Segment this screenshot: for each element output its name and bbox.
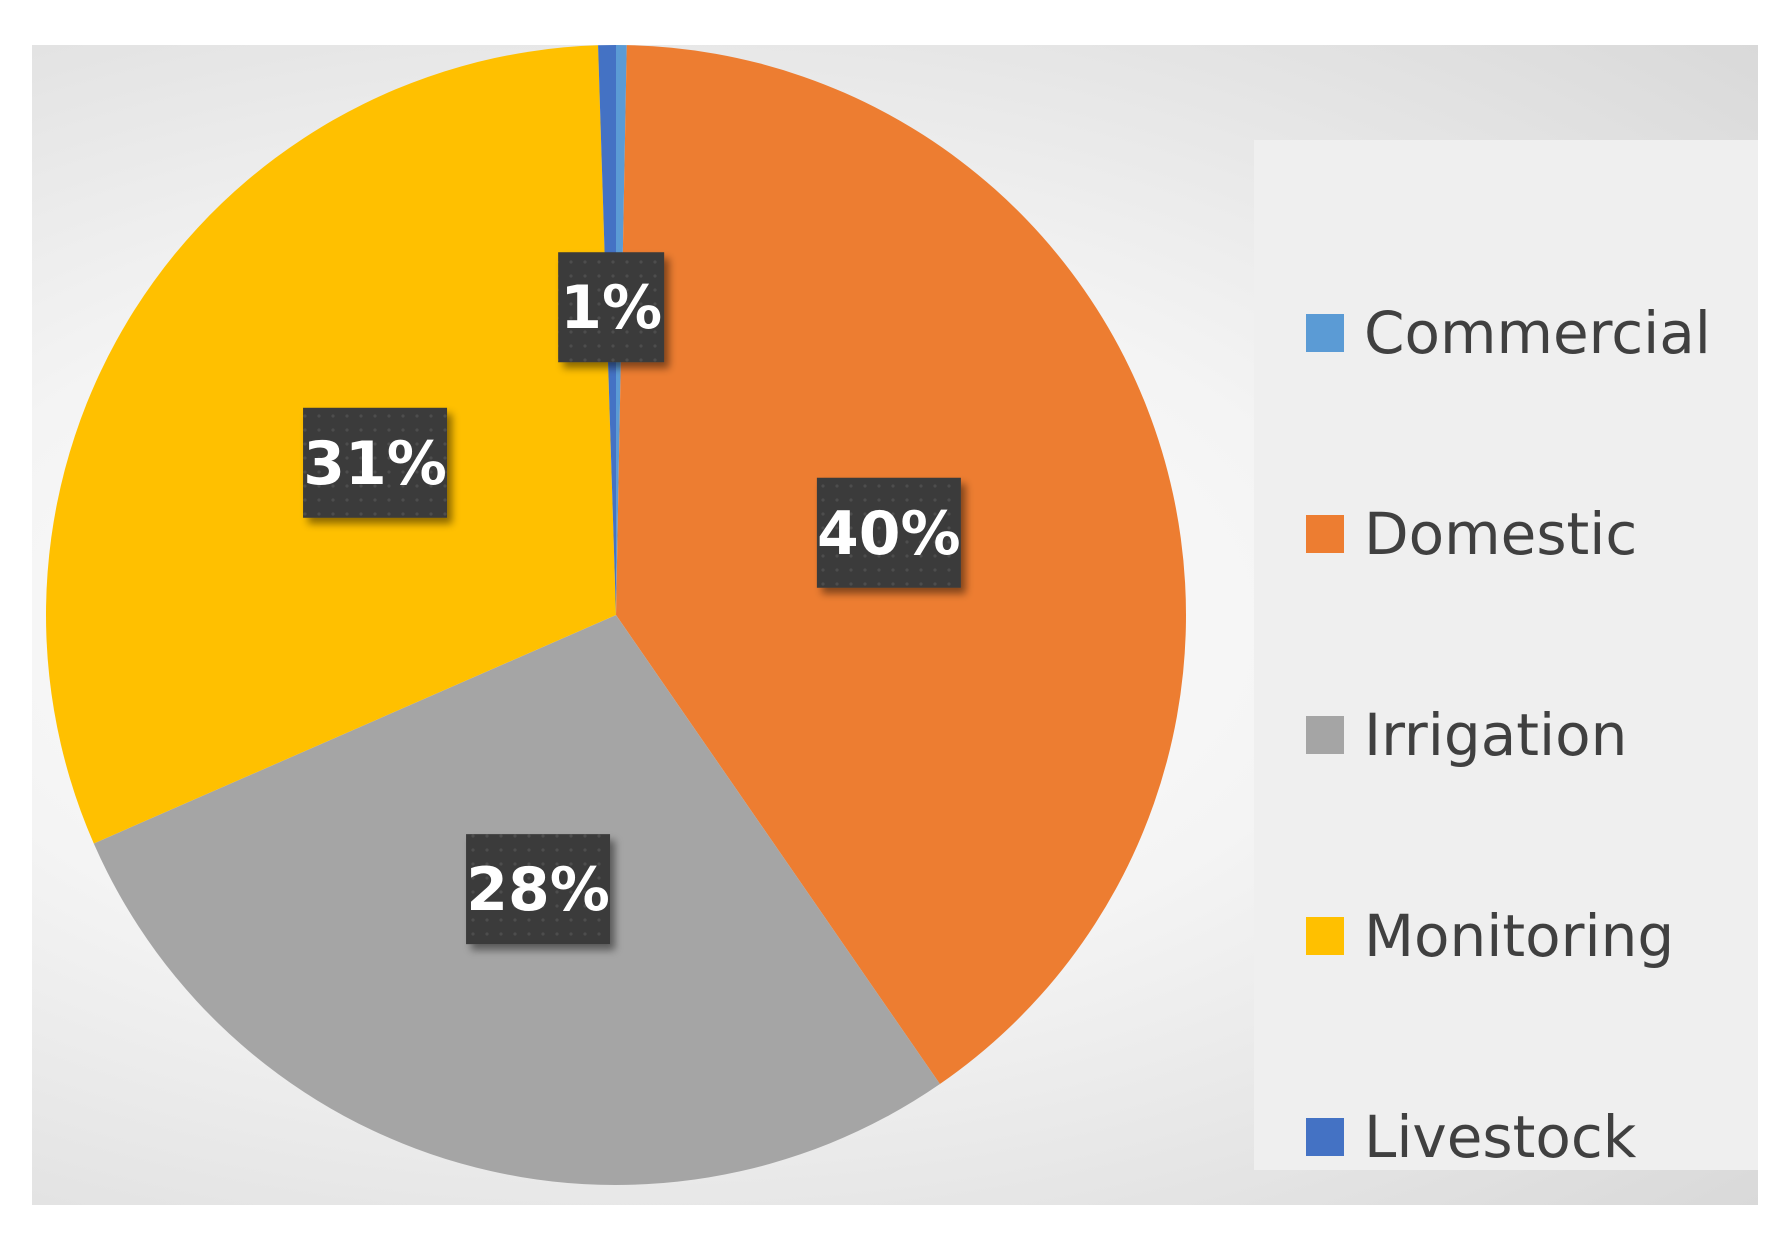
legend-item-monitoring: Monitoring xyxy=(1306,896,1674,976)
legend-label-livestock: Livestock xyxy=(1364,1103,1637,1171)
data-label-livestock: 1% xyxy=(558,252,665,363)
legend-item-domestic: Domestic xyxy=(1306,494,1637,574)
data-label-text: 1% xyxy=(560,273,662,343)
data-label-text: 31% xyxy=(303,429,447,499)
legend-swatch-livestock xyxy=(1306,1118,1344,1156)
data-label-box xyxy=(816,477,961,588)
data-label-domestic: 40% xyxy=(816,477,961,588)
legend-item-irrigation: Irrigation xyxy=(1306,695,1627,775)
pie-chart: 40% 28% 31% 1% xyxy=(45,45,1186,1186)
legend-label-domestic: Domestic xyxy=(1364,500,1638,568)
data-label-irrigation: 28% xyxy=(466,834,611,945)
data-label-monitoring: 31% xyxy=(303,407,448,518)
data-label-box xyxy=(558,252,665,363)
legend-swatch-domestic xyxy=(1306,515,1344,553)
data-label-text: 40% xyxy=(817,499,961,569)
chart-area: 40% 28% 31% 1% Commercial Domestic Irrigati… xyxy=(32,45,1758,1205)
legend-label-commercial: Commercial xyxy=(1364,299,1711,367)
legend-swatch-monitoring xyxy=(1306,917,1344,955)
legend-swatch-commercial xyxy=(1306,314,1344,352)
data-label-text: 28% xyxy=(466,855,610,925)
legend-swatch-irrigation xyxy=(1306,716,1344,754)
legend-item-commercial: Commercial xyxy=(1306,293,1711,373)
data-label-box xyxy=(303,407,448,518)
legend: Commercial Domestic Irrigation Monitorin… xyxy=(1254,140,1758,1171)
legend-label-irrigation: Irrigation xyxy=(1364,701,1628,769)
legend-label-monitoring: Monitoring xyxy=(1364,902,1675,970)
data-label-box xyxy=(466,834,611,945)
legend-item-livestock: Livestock xyxy=(1306,1097,1636,1177)
